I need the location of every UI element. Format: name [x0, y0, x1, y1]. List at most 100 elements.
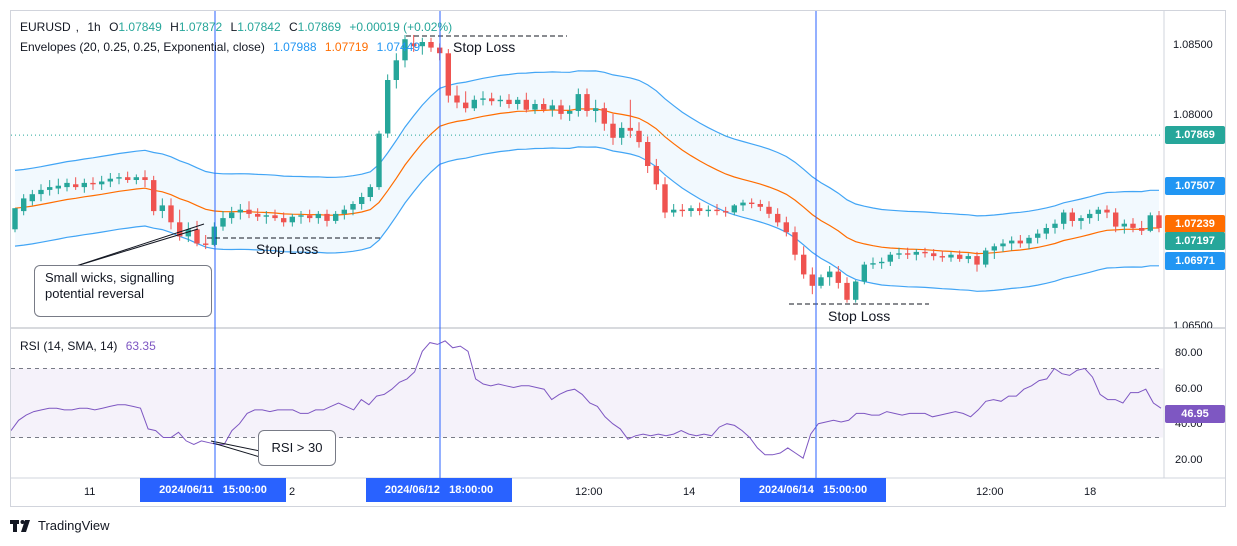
symbol-interval[interactable]: 1h: [87, 20, 101, 34]
candle-body: [1052, 223, 1058, 228]
candle-body: [229, 212, 235, 219]
candle-body: [1095, 209, 1101, 214]
candle-body: [194, 229, 200, 244]
candle-body: [246, 209, 252, 214]
envelope-lower: 1.07449: [376, 40, 421, 54]
tradingview-logo[interactable]: TradingView: [10, 518, 110, 533]
time-axis-label: 11: [84, 486, 96, 498]
candle-body: [73, 184, 79, 188]
candle-body: [549, 105, 555, 110]
candle-body: [931, 253, 937, 257]
candle-body: [12, 208, 18, 230]
candle-body: [350, 204, 356, 210]
candle-body: [315, 213, 321, 219]
candle-body: [766, 206, 772, 214]
low-label: L: [230, 20, 238, 34]
candle-body: [1026, 237, 1032, 244]
candle-body: [21, 198, 27, 212]
candle-body: [827, 271, 833, 278]
rsi-axis-label: 20.00: [1175, 454, 1203, 466]
brand-name: TradingView: [38, 518, 110, 533]
candle-body: [159, 205, 165, 211]
candle-body: [714, 209, 720, 212]
candle-body: [376, 133, 382, 188]
candle-body: [835, 271, 841, 283]
candle-body: [203, 243, 209, 245]
candle-body: [489, 98, 495, 102]
candle-body: [515, 99, 521, 104]
candle-body: [645, 142, 651, 166]
close-label: C: [288, 20, 298, 34]
candle-body: [705, 209, 711, 212]
candle-body: [367, 187, 373, 197]
candle-body: [142, 177, 148, 180]
rsi-axis-label: 60.00: [1175, 383, 1203, 395]
candle-body: [844, 282, 850, 300]
high-label: H: [170, 20, 179, 34]
time-marker-2[interactable]: 2024/06/12 18:00:00: [366, 478, 512, 502]
candle-body: [359, 197, 365, 204]
time-axis-label: 12:00: [976, 486, 1004, 498]
candle-body: [671, 209, 677, 213]
candle-body: [610, 123, 616, 138]
price-axis-label: 1.08500: [1173, 39, 1213, 51]
candle-body: [861, 264, 867, 282]
candle-body: [177, 222, 183, 237]
envelope-legend[interactable]: Envelopes (20, 0.25, 0.25, Exponential, …: [20, 40, 425, 54]
candle-body: [471, 99, 477, 109]
candle-body: [870, 263, 876, 265]
callout-pointer: [72, 223, 205, 268]
candle-body: [445, 53, 451, 96]
candle-body: [90, 182, 96, 185]
envelope-upper-line: [14, 70, 1159, 217]
candle-body: [116, 177, 122, 179]
time-marker-1[interactable]: 2024/06/11 15:00:00: [140, 478, 286, 502]
symbol-pair[interactable]: EURUSD: [20, 20, 71, 34]
candle-body: [107, 178, 113, 182]
candle-body: [1061, 212, 1067, 224]
price-axis-label: 1.08000: [1173, 109, 1213, 121]
candle-body: [411, 43, 417, 47]
candle-body: [636, 130, 642, 143]
stop-loss-label-2: Stop Loss: [453, 39, 516, 55]
rsi-value: 63.35: [125, 339, 156, 353]
candle-body: [575, 94, 581, 111]
candle-body: [983, 250, 989, 265]
candle-body: [567, 111, 573, 114]
candle-body: [1000, 243, 1006, 247]
rsi-legend[interactable]: RSI (14, SMA, 14) 63.35: [20, 339, 161, 353]
chart-frame: [10, 10, 1226, 507]
candle-body: [272, 215, 278, 219]
candle-body: [1035, 233, 1041, 238]
candle-body: [1139, 228, 1145, 231]
candle-body: [125, 177, 131, 180]
time-axis-label: 18: [1084, 486, 1097, 498]
candle-body: [211, 226, 217, 245]
candle-body: [237, 209, 243, 213]
callout-pointer: [72, 228, 199, 268]
candle-body: [506, 99, 512, 104]
candle-body: [757, 204, 763, 207]
chart-canvas[interactable]: [11, 11, 1225, 506]
candle-body: [419, 42, 425, 47]
candle-body: [168, 205, 174, 223]
time-marker-3[interactable]: 2024/06/14 15:00:00: [740, 478, 886, 502]
candle-body: [905, 253, 911, 255]
candle-body: [593, 108, 599, 111]
high-value: 1.07872: [178, 20, 223, 34]
candle-body: [627, 127, 633, 131]
envelope-fill: [15, 70, 1159, 292]
tradingview-icon: [10, 519, 30, 532]
candle-body: [1069, 212, 1075, 221]
candle-body: [385, 80, 391, 134]
candle-body: [185, 229, 191, 237]
candle-body: [47, 187, 53, 190]
candle-body: [801, 254, 807, 275]
candle-body: [1130, 223, 1136, 228]
candle-body: [922, 251, 928, 254]
candle-body: [541, 104, 547, 110]
candle-body: [55, 185, 61, 189]
callout-pointer: [212, 442, 261, 458]
time-axis-label: 12:00: [575, 486, 603, 498]
candle-body: [281, 218, 287, 223]
